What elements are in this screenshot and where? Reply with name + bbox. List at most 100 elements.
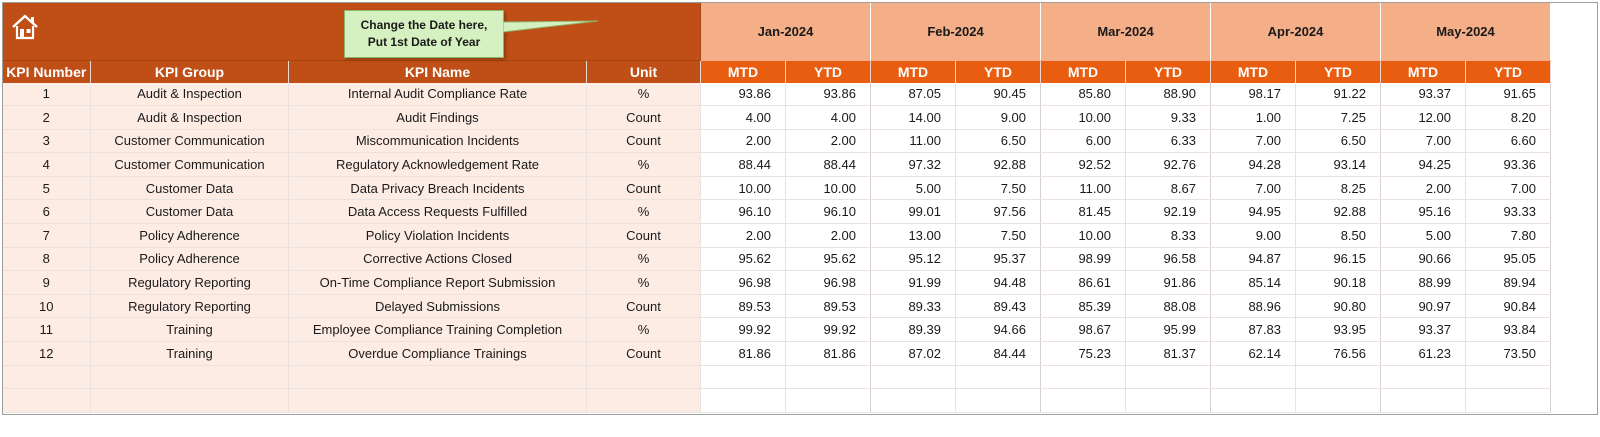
ytd-value-cell[interactable]: 96.98 xyxy=(785,270,871,295)
ytd-value-cell[interactable]: 88.90 xyxy=(1125,82,1211,107)
ytd-value-cell[interactable]: 6.50 xyxy=(955,129,1041,154)
kpi-number-cell[interactable]: 3 xyxy=(2,129,91,154)
unit-cell[interactable]: Count xyxy=(586,129,701,154)
kpi-number-cell[interactable] xyxy=(2,388,91,413)
kpi-number-cell[interactable] xyxy=(2,365,91,390)
mtd-value-cell[interactable]: 90.66 xyxy=(1380,247,1466,272)
mtd-value-cell[interactable]: 98.67 xyxy=(1040,317,1126,343)
mtd-value-cell[interactable]: 94.95 xyxy=(1210,199,1296,225)
kpi-number-cell[interactable]: 8 xyxy=(2,247,91,272)
kpi-group-cell[interactable] xyxy=(90,365,289,390)
kpi-group-cell[interactable]: Training xyxy=(90,317,289,343)
ytd-value-cell[interactable]: 8.25 xyxy=(1295,176,1381,201)
ytd-value-cell[interactable] xyxy=(1465,365,1551,390)
kpi-name-cell[interactable] xyxy=(288,365,587,390)
mtd-value-cell[interactable]: 89.53 xyxy=(700,294,786,319)
mtd-value-cell[interactable]: 2.00 xyxy=(1380,176,1466,201)
mtd-value-cell[interactable]: 96.10 xyxy=(700,199,786,225)
mtd-value-cell[interactable]: 14.00 xyxy=(870,105,956,130)
mtd-value-cell[interactable]: 10.00 xyxy=(1040,105,1126,130)
mtd-value-cell[interactable] xyxy=(700,365,786,390)
mtd-value-cell[interactable]: 95.16 xyxy=(1380,199,1466,225)
ytd-value-cell[interactable]: 6.33 xyxy=(1125,129,1211,154)
mtd-value-cell[interactable]: 61.23 xyxy=(1380,341,1466,366)
kpi-group-cell[interactable]: Customer Communication xyxy=(90,152,289,177)
kpi-name-cell[interactable]: Data Privacy Breach Incidents xyxy=(288,176,587,201)
mtd-value-cell[interactable]: 88.96 xyxy=(1210,294,1296,319)
unit-cell[interactable] xyxy=(586,365,701,390)
ytd-value-cell[interactable]: 81.37 xyxy=(1125,341,1211,366)
kpi-number-cell[interactable]: 1 xyxy=(2,82,91,107)
unit-cell[interactable]: Count xyxy=(586,341,701,366)
mtd-value-cell[interactable]: 96.98 xyxy=(700,270,786,295)
mtd-value-cell[interactable]: 9.00 xyxy=(1210,223,1296,248)
mtd-value-cell[interactable]: 89.33 xyxy=(870,294,956,319)
mtd-value-cell[interactable]: 5.00 xyxy=(870,176,956,201)
unit-cell[interactable]: Count xyxy=(586,223,701,248)
ytd-value-cell[interactable]: 90.80 xyxy=(1295,294,1381,319)
mtd-value-cell[interactable]: 88.44 xyxy=(700,152,786,177)
kpi-number-cell[interactable]: 7 xyxy=(2,223,91,248)
mtd-value-cell[interactable]: 98.17 xyxy=(1210,82,1296,107)
ytd-value-cell[interactable] xyxy=(955,365,1041,390)
mtd-value-cell[interactable] xyxy=(1040,388,1126,413)
ytd-value-cell[interactable]: 93.14 xyxy=(1295,152,1381,177)
mtd-value-cell[interactable]: 90.97 xyxy=(1380,294,1466,319)
ytd-value-cell[interactable]: 92.19 xyxy=(1125,199,1211,225)
ytd-value-cell[interactable]: 8.67 xyxy=(1125,176,1211,201)
kpi-name-cell[interactable]: Regulatory Acknowledgement Rate xyxy=(288,152,587,177)
ytd-value-cell[interactable]: 92.76 xyxy=(1125,152,1211,177)
ytd-value-cell[interactable]: 7.25 xyxy=(1295,105,1381,130)
ytd-value-cell[interactable]: 89.53 xyxy=(785,294,871,319)
kpi-number-cell[interactable]: 11 xyxy=(2,317,91,343)
mtd-value-cell[interactable]: 93.37 xyxy=(1380,317,1466,343)
mtd-value-cell[interactable]: 2.00 xyxy=(700,129,786,154)
mtd-value-cell[interactable] xyxy=(1380,365,1466,390)
mtd-value-cell[interactable]: 87.83 xyxy=(1210,317,1296,343)
ytd-value-cell[interactable]: 89.43 xyxy=(955,294,1041,319)
ytd-value-cell[interactable]: 96.15 xyxy=(1295,247,1381,272)
kpi-name-cell[interactable]: Employee Compliance Training Completion xyxy=(288,317,587,343)
ytd-value-cell[interactable]: 8.33 xyxy=(1125,223,1211,248)
mtd-value-cell[interactable]: 95.62 xyxy=(700,247,786,272)
ytd-value-cell[interactable]: 9.33 xyxy=(1125,105,1211,130)
ytd-value-cell[interactable]: 7.50 xyxy=(955,223,1041,248)
mtd-value-cell[interactable]: 99.01 xyxy=(870,199,956,225)
unit-cell[interactable]: % xyxy=(586,82,701,107)
home-button[interactable] xyxy=(10,12,40,42)
ytd-value-cell[interactable]: 73.50 xyxy=(1465,341,1551,366)
mtd-value-cell[interactable] xyxy=(870,388,956,413)
ytd-value-cell[interactable]: 95.05 xyxy=(1465,247,1551,272)
ytd-value-cell[interactable]: 99.92 xyxy=(785,317,871,343)
kpi-name-cell[interactable]: Policy Violation Incidents xyxy=(288,223,587,248)
kpi-number-cell[interactable]: 10 xyxy=(2,294,91,319)
kpi-name-cell[interactable]: On-Time Compliance Report Submission xyxy=(288,270,587,295)
mtd-value-cell[interactable]: 10.00 xyxy=(700,176,786,201)
kpi-name-cell[interactable] xyxy=(288,388,587,413)
mtd-value-cell[interactable]: 94.87 xyxy=(1210,247,1296,272)
ytd-value-cell[interactable]: 76.56 xyxy=(1295,341,1381,366)
mtd-value-cell[interactable]: 12.00 xyxy=(1380,105,1466,130)
ytd-value-cell[interactable] xyxy=(1295,388,1381,413)
unit-cell[interactable]: Count xyxy=(586,294,701,319)
kpi-name-cell[interactable]: Corrective Actions Closed xyxy=(288,247,587,272)
ytd-value-cell[interactable]: 88.08 xyxy=(1125,294,1211,319)
ytd-value-cell[interactable] xyxy=(785,365,871,390)
kpi-group-cell[interactable]: Audit & Inspection xyxy=(90,82,289,107)
unit-cell[interactable]: % xyxy=(586,247,701,272)
ytd-value-cell[interactable]: 9.00 xyxy=(955,105,1041,130)
kpi-group-cell[interactable]: Regulatory Reporting xyxy=(90,270,289,295)
ytd-value-cell[interactable]: 93.33 xyxy=(1465,199,1551,225)
mtd-value-cell[interactable] xyxy=(1210,365,1296,390)
kpi-name-cell[interactable]: Audit Findings xyxy=(288,105,587,130)
mtd-value-cell[interactable]: 92.52 xyxy=(1040,152,1126,177)
mtd-value-cell[interactable]: 87.05 xyxy=(870,82,956,107)
ytd-value-cell[interactable]: 93.95 xyxy=(1295,317,1381,343)
ytd-value-cell[interactable]: 95.37 xyxy=(955,247,1041,272)
ytd-value-cell[interactable]: 95.62 xyxy=(785,247,871,272)
ytd-value-cell[interactable]: 89.94 xyxy=(1465,270,1551,295)
mtd-value-cell[interactable]: 85.14 xyxy=(1210,270,1296,295)
mtd-value-cell[interactable]: 87.02 xyxy=(870,341,956,366)
ytd-value-cell[interactable] xyxy=(785,388,871,413)
ytd-value-cell[interactable]: 94.66 xyxy=(955,317,1041,343)
